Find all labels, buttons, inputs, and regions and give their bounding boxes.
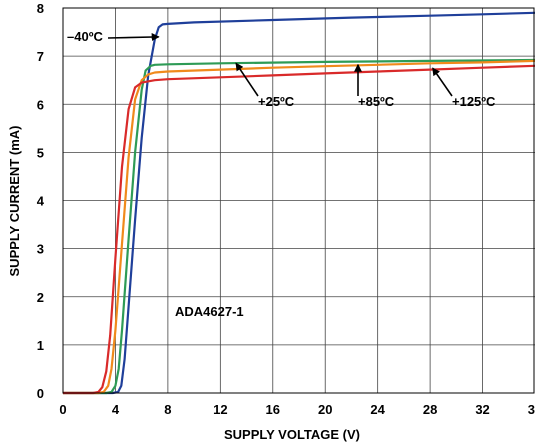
annotation-arrow	[107, 33, 160, 42]
y-tick-label: 6	[37, 97, 44, 112]
x-tick-label: 16	[266, 402, 280, 417]
annotation-label: –40ºC	[67, 29, 103, 44]
annotation-label: +85ºC	[358, 94, 395, 109]
y-tick-label: 0	[37, 386, 44, 401]
x-tick-label: 4	[112, 402, 120, 417]
y-tick-label: 3	[37, 242, 44, 257]
annotation-label: +25ºC	[258, 94, 295, 109]
series-line-0	[63, 11, 535, 395]
y-axis-label: SUPPLY CURRENT (mA)	[7, 126, 22, 277]
series-line-3	[63, 64, 535, 395]
x-tick-label: 0	[59, 402, 66, 417]
plot-frame	[62, 7, 535, 394]
x-tick-label: 28	[423, 402, 437, 417]
grid	[63, 8, 535, 393]
y-tick-label: 5	[37, 145, 44, 160]
y-tick-label: 8	[37, 1, 44, 16]
series-line-1	[63, 58, 535, 395]
part-label: ADA4627-1	[175, 304, 244, 319]
annotation-label: +125ºC	[452, 94, 496, 109]
annotation-arrow	[432, 67, 453, 97]
x-axis-label: SUPPLY VOLTAGE (V)	[224, 427, 360, 442]
x-tick-labels: 0 4 8 12 16 20 24 28 32 36	[59, 402, 535, 417]
x-tick-label: 32	[475, 402, 489, 417]
y-tick-label: 1	[37, 338, 44, 353]
x-tick-label: 24	[370, 402, 385, 417]
x-tick-label: 20	[318, 402, 332, 417]
x-tick-label: 12	[213, 402, 227, 417]
series-lines	[63, 11, 535, 395]
annotations: –40ºC +25ºC +85ºC +125ºC	[67, 29, 496, 109]
series-line-2	[63, 59, 535, 395]
y-tick-label: 7	[37, 49, 44, 64]
y-tick-labels: 0 1 2 3 4 5 6 7 8	[37, 1, 45, 401]
x-tick-label: 8	[164, 402, 171, 417]
annotation-arrow	[235, 62, 259, 97]
x-tick-label: 36	[528, 402, 535, 417]
y-tick-label: 4	[37, 194, 45, 209]
y-tick-label: 2	[37, 290, 44, 305]
